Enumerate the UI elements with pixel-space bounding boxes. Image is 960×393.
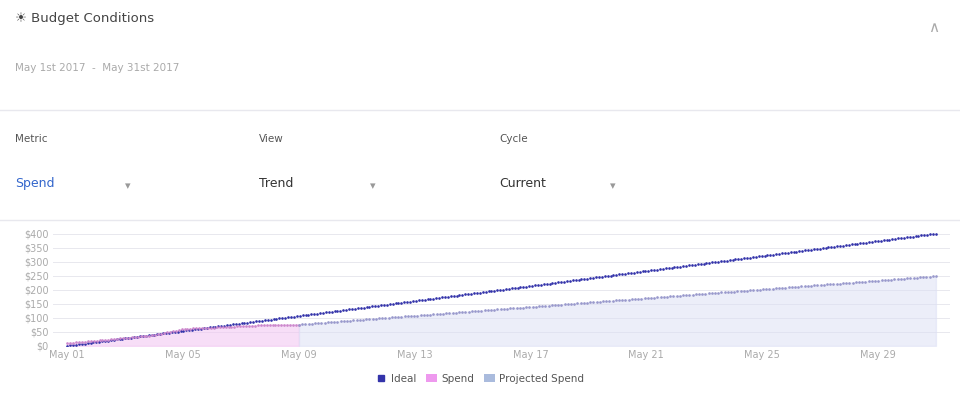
Text: Current: Current [499, 177, 546, 190]
Text: Metric: Metric [15, 134, 48, 143]
Text: ▾: ▾ [610, 181, 615, 191]
Text: Spend: Spend [15, 177, 55, 190]
Text: ∧: ∧ [927, 20, 939, 35]
Text: ☀ Budget Conditions: ☀ Budget Conditions [15, 12, 155, 25]
Text: View: View [259, 134, 284, 143]
Text: ▾: ▾ [125, 181, 131, 191]
Text: May 1st 2017  -  May 31st 2017: May 1st 2017 - May 31st 2017 [15, 63, 180, 73]
Legend: Ideal, Spend, Projected Spend: Ideal, Spend, Projected Spend [372, 369, 588, 388]
Text: Cycle: Cycle [499, 134, 528, 143]
Text: Trend: Trend [259, 177, 294, 190]
Text: ▾: ▾ [370, 181, 375, 191]
